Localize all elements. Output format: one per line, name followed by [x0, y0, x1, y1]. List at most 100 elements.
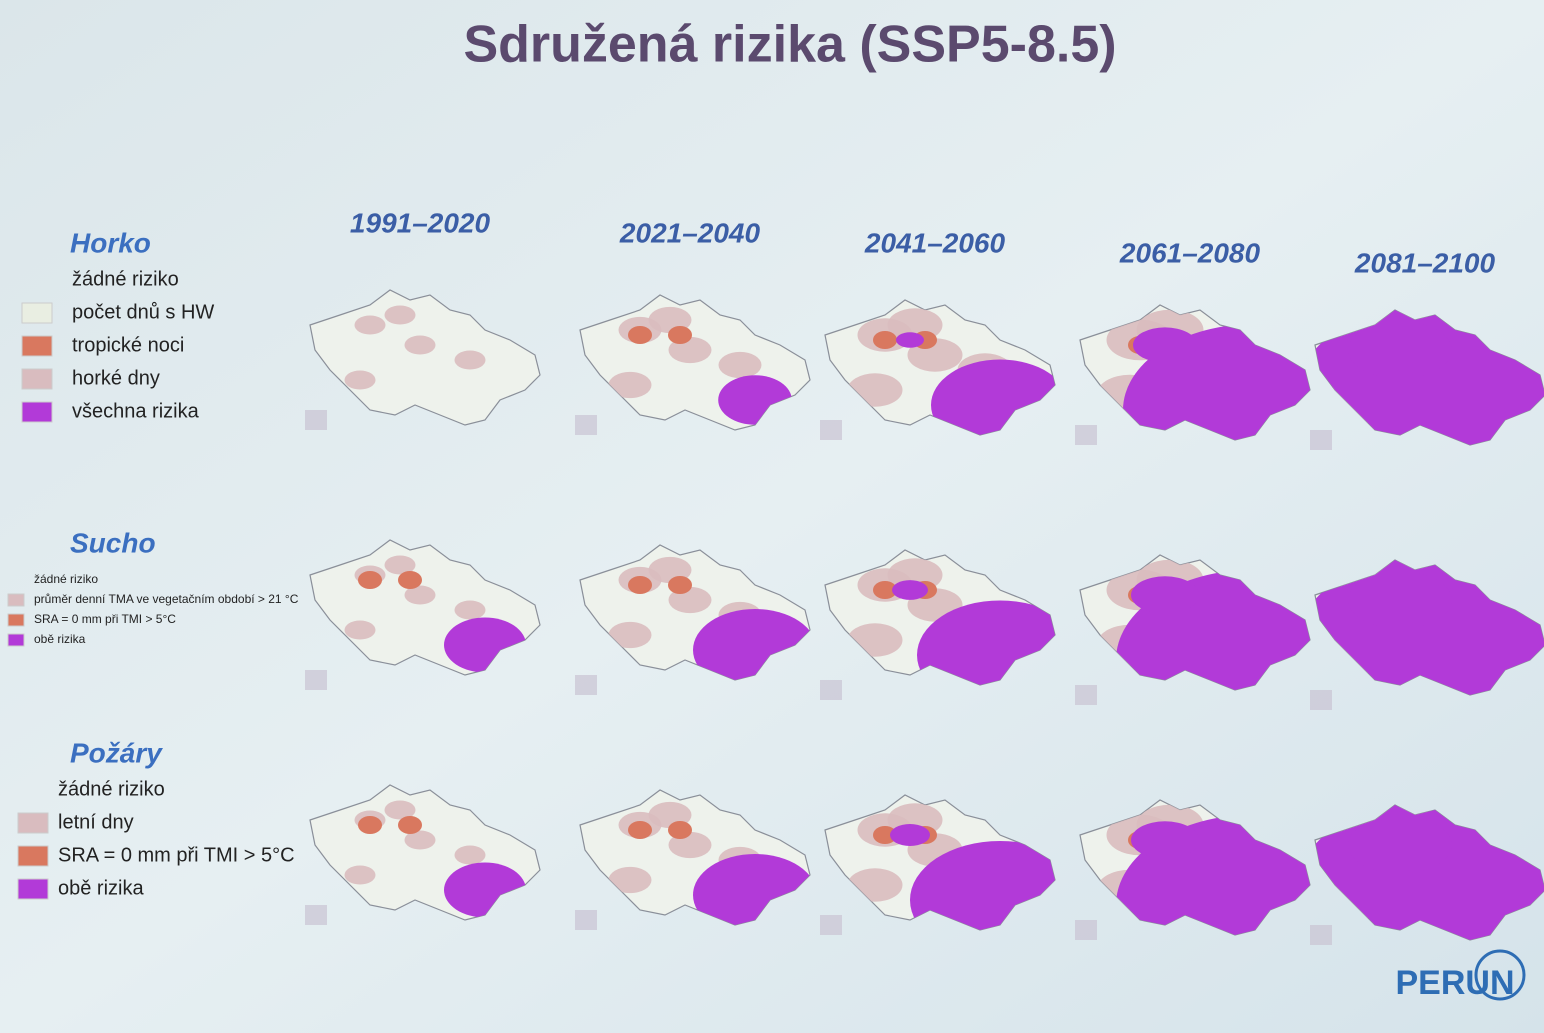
- map-area: [404, 585, 436, 605]
- map: [1075, 799, 1311, 940]
- map-area: [344, 865, 376, 885]
- map-area: [628, 821, 652, 839]
- map-area: [1131, 576, 1199, 614]
- legend-label: SRA = 0 mm při TMI > 5°C: [34, 612, 176, 626]
- row-label: Požáry: [70, 737, 163, 768]
- map-legend-mini: [820, 680, 842, 700]
- map-legend-mini: [820, 420, 842, 440]
- map-area: [358, 571, 382, 589]
- map: [575, 294, 811, 435]
- map-area: [718, 351, 762, 379]
- map-fill: [1315, 560, 1544, 695]
- map-area: [384, 555, 416, 575]
- map-area: [628, 326, 652, 344]
- legend-swatch: [21, 401, 53, 423]
- legend-label: žádné riziko: [72, 268, 179, 290]
- legend-label: tropické noci: [72, 334, 184, 356]
- map-area: [398, 816, 422, 834]
- map-fill: [608, 306, 792, 425]
- map-area: [890, 824, 930, 846]
- logo: PERUN: [1395, 964, 1514, 1002]
- map-area: [608, 621, 652, 649]
- map-area: [873, 331, 897, 349]
- map-fill: [344, 305, 486, 390]
- map-fill: [1315, 310, 1544, 445]
- period-header: 2081–2100: [1354, 247, 1496, 278]
- map-fill: [608, 556, 810, 680]
- period-header: 2021–2040: [619, 217, 761, 248]
- map-legend-mini: [305, 670, 327, 690]
- map-legend-mini: [1310, 430, 1332, 450]
- legend-label: průměr denní TMA ve vegetačním období > …: [34, 592, 299, 606]
- map-legend-mini: [1310, 925, 1332, 945]
- map-legend-mini: [575, 910, 597, 930]
- legend-swatch: [21, 335, 53, 357]
- legend-swatch: [21, 368, 53, 390]
- map-legend-mini: [1075, 920, 1097, 940]
- map-area: [873, 826, 897, 844]
- map: [820, 299, 1056, 440]
- map-area: [354, 315, 386, 335]
- legend-label: letní dny: [58, 811, 134, 833]
- logo-ring: [1474, 949, 1526, 1001]
- period-header: 1991–2020: [350, 207, 491, 238]
- map-area: [1348, 816, 1452, 874]
- map-area: [892, 580, 928, 600]
- legend-label: žádné riziko: [34, 572, 98, 586]
- map-fill: [1096, 804, 1310, 935]
- map-area: [454, 845, 486, 865]
- legend-swatch: [17, 878, 49, 900]
- map-legend-mini: [1075, 685, 1097, 705]
- map-legend-mini: [575, 675, 597, 695]
- map: [1075, 554, 1311, 705]
- map-area: [454, 600, 486, 620]
- map-area: [1123, 324, 1310, 440]
- map-area: [344, 370, 376, 390]
- map-legend-mini: [1310, 690, 1332, 710]
- map-area: [1348, 571, 1452, 629]
- legend-swatch: [17, 812, 49, 834]
- legend-swatch: [7, 613, 25, 627]
- legend-label: všechna rizika: [72, 400, 200, 422]
- map-area: [668, 821, 692, 839]
- map-area: [873, 581, 897, 599]
- map: [1310, 804, 1544, 945]
- period-header: 2061–2080: [1119, 237, 1261, 268]
- map-area: [404, 335, 436, 355]
- map-legend-mini: [575, 415, 597, 435]
- map-fill: [847, 308, 1055, 435]
- map-fill: [1315, 805, 1544, 940]
- map-area: [1348, 321, 1452, 379]
- map-legend-mini: [305, 410, 327, 430]
- map: [1310, 309, 1544, 450]
- legend-swatch: [17, 845, 49, 867]
- map-area: [1116, 569, 1310, 690]
- map-area: [398, 571, 422, 589]
- legend-swatch: [7, 633, 25, 647]
- map: [575, 544, 811, 695]
- map-area: [668, 576, 692, 594]
- map-area: [1131, 821, 1199, 859]
- map-legend-mini: [305, 905, 327, 925]
- map-legend-mini: [820, 915, 842, 935]
- legend-label: horké dny: [72, 367, 160, 389]
- period-header: 2041–2060: [864, 227, 1006, 258]
- map-area: [1116, 814, 1310, 935]
- map-area: [896, 332, 924, 348]
- legend-label: žádné riziko: [58, 778, 165, 800]
- map-area: [384, 800, 416, 820]
- slide-title: Sdružená rizika (SSP5-8.5): [463, 16, 1116, 74]
- legend-swatch: [7, 593, 25, 607]
- legend-label: SRA = 0 mm při TMI > 5°C: [58, 844, 295, 866]
- legend-label: obě rizika: [34, 632, 86, 646]
- legend-label: obě rizika: [58, 877, 144, 899]
- map-area: [384, 305, 416, 325]
- map-area: [628, 576, 652, 594]
- map-fill: [1096, 559, 1310, 690]
- map: [305, 289, 541, 430]
- map-legend-mini: [1075, 425, 1097, 445]
- map: [1310, 559, 1544, 710]
- row-label: Sucho: [70, 527, 156, 558]
- row-label: Horko: [70, 227, 151, 258]
